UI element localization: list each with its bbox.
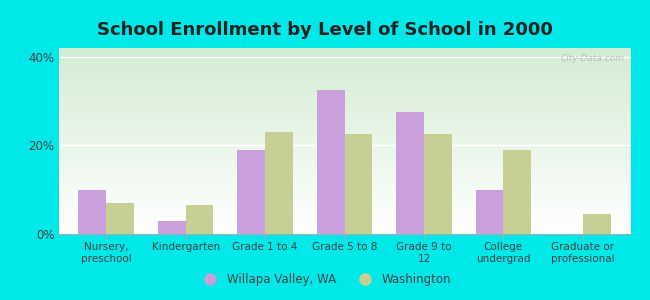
Bar bbox=[106, 203, 134, 234]
Bar bbox=[583, 214, 610, 234]
Bar bbox=[344, 134, 372, 234]
Legend: Willapa Valley, WA, Washington: Willapa Valley, WA, Washington bbox=[194, 269, 456, 291]
Bar bbox=[317, 90, 345, 234]
Text: City-Data.com: City-Data.com bbox=[561, 54, 625, 63]
Bar bbox=[79, 190, 106, 234]
Bar bbox=[158, 221, 186, 234]
Bar bbox=[265, 132, 293, 234]
Bar bbox=[186, 205, 213, 234]
Bar bbox=[237, 150, 265, 234]
Bar bbox=[503, 150, 531, 234]
Text: School Enrollment by Level of School in 2000: School Enrollment by Level of School in … bbox=[97, 21, 553, 39]
Bar bbox=[476, 190, 503, 234]
Bar bbox=[424, 134, 452, 234]
Bar bbox=[396, 112, 424, 234]
